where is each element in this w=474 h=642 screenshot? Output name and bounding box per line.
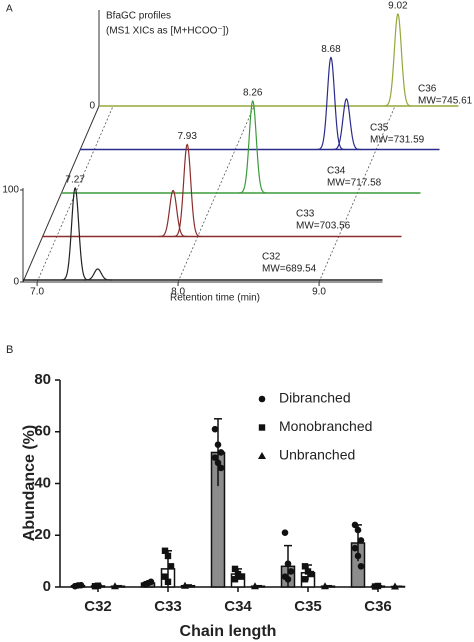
point xyxy=(111,582,119,590)
peak xyxy=(61,187,90,281)
series-mw: MW=689.54 xyxy=(262,264,317,275)
x-tick-label: 7.0 xyxy=(30,287,44,298)
point xyxy=(161,547,169,554)
point xyxy=(237,573,245,580)
peak xyxy=(173,143,202,238)
x-tick-label: C32 xyxy=(84,598,112,615)
series-label: C34 xyxy=(327,166,346,177)
point xyxy=(211,454,219,461)
peak-label: 9.02 xyxy=(388,1,408,12)
panel-a: A BfaGC profiles (MS1 XICs as [M+HCOO⁻])… xyxy=(2,1,472,304)
panel-label: A xyxy=(6,4,13,15)
series-label: C35 xyxy=(370,123,389,134)
grid-line xyxy=(36,105,114,283)
y-tick-label: 0 xyxy=(43,578,51,595)
x-tick-label: C35 xyxy=(294,598,322,615)
series-label: C33 xyxy=(296,209,315,220)
point xyxy=(351,521,359,529)
panel-label: B xyxy=(6,344,13,356)
peak-label: 8.26 xyxy=(243,88,263,99)
point xyxy=(94,582,102,589)
y-tick-label: 60 xyxy=(34,423,51,440)
point xyxy=(217,464,225,472)
peak-label: 8.68 xyxy=(321,44,341,55)
x-tick-label: 9.0 xyxy=(312,287,326,298)
chart-title: BfaGC profiles xyxy=(106,11,171,22)
y-tick-label: 20 xyxy=(34,526,51,543)
series-mw: MW=731.59 xyxy=(370,135,425,146)
point xyxy=(374,582,382,590)
point xyxy=(354,526,362,534)
series-mw: MW=703.56 xyxy=(296,221,351,232)
y-tick-label: 100 xyxy=(2,185,19,196)
depth-axis xyxy=(22,105,100,283)
legend-label: Unbranched xyxy=(279,447,355,463)
legend-label: Dibranched xyxy=(279,390,351,406)
series-label: C32 xyxy=(262,252,281,263)
x-axis-label: Chain length xyxy=(180,623,277,640)
point xyxy=(357,563,365,570)
point xyxy=(214,459,222,467)
point xyxy=(217,449,225,456)
series-mw: MW=745.61 xyxy=(418,96,473,107)
y-tick-label: 0 xyxy=(89,101,95,112)
peak xyxy=(83,268,112,281)
point xyxy=(301,563,309,570)
point xyxy=(251,582,259,590)
point xyxy=(357,537,365,544)
peak xyxy=(332,98,361,151)
peak-label: 7.93 xyxy=(177,131,197,142)
panel-b: B Chain length Abundance (%) 0 20 40 60 80 C3… xyxy=(6,344,406,640)
point xyxy=(164,578,172,586)
peak xyxy=(316,56,346,151)
y-tick-label: 0 xyxy=(13,277,19,288)
chart-subtitle: (MS1 XICs as [M+HCOO⁻]) xyxy=(106,26,229,37)
legend-marker xyxy=(258,452,266,459)
point xyxy=(167,563,175,570)
y-axis-label: Abundance (%) xyxy=(21,425,38,541)
point xyxy=(231,576,239,583)
y-tick-label: 40 xyxy=(34,474,51,491)
legend-label: Monobranched xyxy=(279,418,372,434)
x-tick-label: C33 xyxy=(154,598,182,615)
point xyxy=(354,552,362,560)
peak xyxy=(238,100,267,194)
point xyxy=(231,565,239,573)
point xyxy=(211,425,219,433)
point xyxy=(351,544,359,552)
point xyxy=(147,578,155,586)
point xyxy=(301,576,309,583)
peak xyxy=(383,13,413,107)
point xyxy=(321,582,329,590)
peak xyxy=(159,189,188,238)
series-mw: MW=717.58 xyxy=(327,178,382,189)
point xyxy=(214,441,222,448)
legend-marker xyxy=(258,395,266,403)
point xyxy=(284,560,292,568)
point xyxy=(391,582,399,590)
x-tick-label: C34 xyxy=(224,598,252,615)
point xyxy=(281,529,289,536)
point xyxy=(287,568,295,575)
x-tick-label: 8.0 xyxy=(171,287,185,298)
series-label: C36 xyxy=(418,84,437,95)
point xyxy=(284,575,292,583)
point xyxy=(164,552,172,560)
point xyxy=(181,581,189,589)
point xyxy=(77,581,85,589)
point xyxy=(307,570,315,578)
x-tick-label: C36 xyxy=(364,598,392,615)
y-tick-label: 80 xyxy=(34,371,51,388)
legend-marker xyxy=(258,424,266,431)
x-axis-label: Retention time (min) xyxy=(170,293,260,304)
peak-label: 7.27 xyxy=(65,175,85,186)
point xyxy=(161,573,169,580)
